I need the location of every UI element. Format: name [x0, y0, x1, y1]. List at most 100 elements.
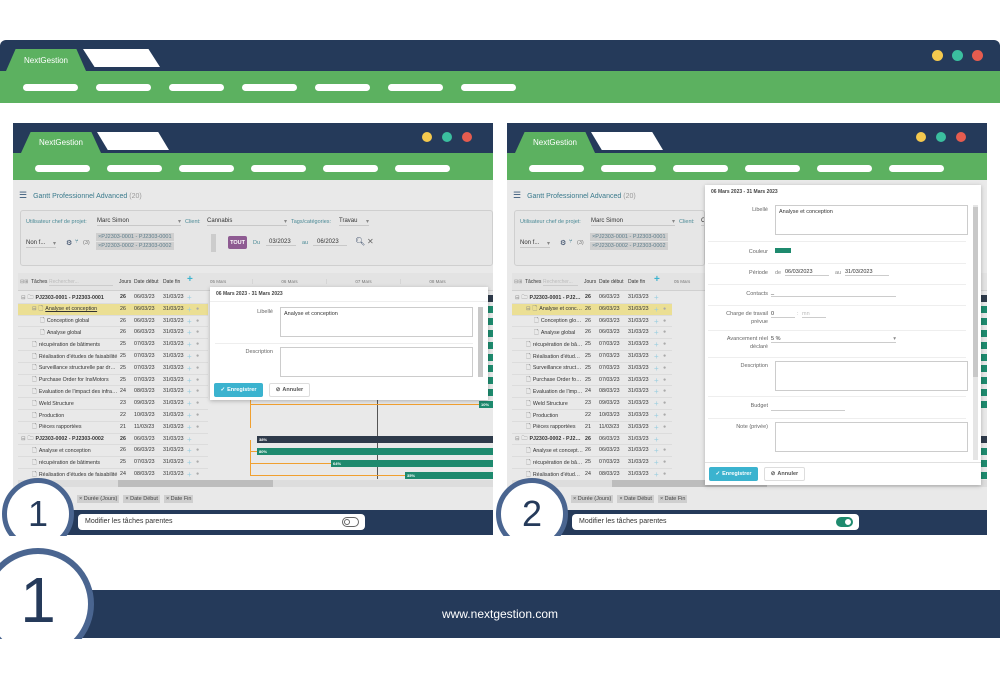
maximize-dot[interactable]: [442, 132, 452, 142]
color-swatch[interactable]: [775, 248, 791, 253]
libelle-input[interactable]: Analyse et conception: [775, 205, 968, 235]
tags-select[interactable]: Travau ▾: [339, 218, 369, 226]
task-name[interactable]: Analyse global: [46, 329, 82, 336]
minimize-dot[interactable]: [422, 132, 432, 142]
gear-icon[interactable]: ⚙: [66, 240, 73, 247]
budget-input[interactable]: [771, 403, 845, 411]
comment-icon[interactable]: ●: [663, 459, 667, 466]
new-tab[interactable]: [83, 49, 160, 67]
nav-item-placeholder[interactable]: [23, 84, 78, 91]
add-subtask-icon[interactable]: +: [187, 422, 192, 432]
gantt-bar[interactable]: 64%: [331, 459, 493, 467]
task-name[interactable]: récupération de bâtiments: [532, 459, 583, 466]
nav-item-placeholder[interactable]: [461, 84, 516, 91]
comment-icon[interactable]: ●: [196, 317, 200, 324]
comment-icon[interactable]: ●: [663, 364, 667, 371]
cancel-button[interactable]: ⊘ Annuler: [764, 467, 805, 481]
task-search-input[interactable]: Rechercher...: [49, 279, 113, 286]
comment-icon[interactable]: ●: [663, 305, 667, 312]
add-subtask-icon[interactable]: +: [187, 399, 192, 409]
add-subtask-icon[interactable]: +: [654, 387, 659, 397]
comment-icon[interactable]: ●: [663, 353, 667, 359]
table-row[interactable]: 🗋︎ Conception global 26 06/03/23 31/03/23 + ●: [512, 316, 672, 328]
add-subtask-icon[interactable]: +: [187, 387, 192, 397]
comment-icon[interactable]: ●: [663, 471, 667, 477]
table-row[interactable]: 🗋︎ Pièces rapportées 21 11/03/23 31/03/23 + ●: [18, 422, 208, 434]
task-name[interactable]: Evaluation de l'impact des infrastructur…: [532, 388, 583, 395]
note-input[interactable]: [775, 422, 968, 452]
task-name[interactable]: Purchase Order for InsMotors: [38, 377, 109, 384]
chef-select[interactable]: Marc Simon ▾: [591, 218, 675, 226]
end-date-input[interactable]: 31/03/2023: [845, 269, 889, 276]
cancel-button[interactable]: ⊘ Annuler: [269, 383, 310, 397]
nav-item-placeholder[interactable]: [323, 165, 378, 172]
client-select[interactable]: Cannabis▾: [701, 218, 704, 226]
nav-item-placeholder[interactable]: [817, 165, 872, 172]
column-tag[interactable]: × Date Fin: [657, 495, 688, 503]
collapse-icon[interactable]: ⊟: [21, 294, 26, 301]
task-name[interactable]: Production: [38, 412, 65, 419]
charge-minutes-input[interactable]: mn: [802, 311, 826, 318]
column-tag[interactable]: × Durée (Jours): [571, 495, 614, 503]
scrollbar-thumb[interactable]: [118, 480, 273, 487]
status-select[interactable]: Non f... ▾: [26, 240, 56, 248]
add-subtask-icon[interactable]: +: [187, 304, 192, 314]
task-name[interactable]: Conception global: [540, 318, 583, 325]
add-subtask-icon[interactable]: +: [654, 458, 659, 468]
maximize-dot[interactable]: [952, 50, 963, 61]
modal-scrollbar[interactable]: [478, 307, 483, 377]
comment-icon[interactable]: ●: [196, 329, 200, 336]
comment-icon[interactable]: ●: [663, 388, 667, 395]
gantt-bar[interactable]: 80%: [257, 447, 493, 455]
collapse-icon[interactable]: ⊟: [515, 436, 520, 443]
task-name[interactable]: récupération de bâtiments: [38, 341, 101, 348]
task-name[interactable]: Evaluation de l'impact des infrastructur…: [38, 388, 118, 395]
project-tag[interactable]: ×PJ2303-0002 - PJ2303-0002: [590, 242, 668, 250]
task-name[interactable]: récupération de bâtiments: [38, 459, 101, 466]
task-name[interactable]: Analyse et conception: [539, 306, 583, 313]
comment-icon[interactable]: ●: [196, 388, 200, 395]
task-name[interactable]: Weld Structure: [38, 400, 74, 407]
add-subtask-icon[interactable]: +: [187, 458, 192, 468]
clear-icon[interactable]: ✕: [367, 237, 374, 246]
close-dot[interactable]: [462, 132, 472, 142]
table-row[interactable]: ⊟🗀︎PJ2303-0001 - PJ2303-00012606/03/2331…: [512, 292, 672, 304]
task-name[interactable]: Purchase Order for InsMotors: [532, 377, 583, 384]
new-tab[interactable]: [591, 132, 663, 150]
table-row[interactable]: 🗋︎ Analyse global 26 06/03/23 31/03/23 + ●: [512, 327, 672, 340]
task-name[interactable]: Surveillance structurelle par drone: [38, 365, 118, 372]
modify-parents-toggle[interactable]: [342, 517, 359, 527]
tags-scrollbar[interactable]: [211, 234, 216, 252]
add-subtask-icon[interactable]: +: [654, 293, 659, 302]
comment-icon[interactable]: ●: [663, 447, 667, 454]
nav-item-placeholder[interactable]: [242, 84, 297, 91]
nav-item-placeholder[interactable]: [889, 165, 944, 172]
task-search-input[interactable]: Rechercher...: [543, 279, 578, 286]
comment-icon[interactable]: ●: [663, 341, 667, 348]
minimize-dot[interactable]: [932, 50, 943, 61]
column-tag[interactable]: × Date Début: [123, 495, 160, 503]
comment-icon[interactable]: ●: [663, 317, 667, 324]
task-name[interactable]: Réalisation d'études de faisabilité: [38, 353, 118, 360]
brand-tab[interactable]: NextGestion: [21, 132, 101, 153]
nav-item-placeholder[interactable]: [745, 165, 800, 172]
collapse-all-icon[interactable]: ⊟⊞: [20, 279, 29, 285]
task-name[interactable]: Analyse et conception: [38, 447, 91, 454]
add-subtask-icon[interactable]: +: [654, 375, 659, 385]
comment-icon[interactable]: ●: [663, 376, 667, 383]
table-row[interactable]: 🗋︎ Analyse et conception 26 06/03/23 31/03/2…: [512, 445, 672, 458]
charge-hours-input[interactable]: 0: [771, 311, 795, 318]
column-tag[interactable]: × Durée (Jours): [77, 495, 120, 503]
close-dot[interactable]: [972, 50, 983, 61]
add-subtask-icon[interactable]: +: [187, 352, 192, 361]
add-subtask-icon[interactable]: +: [654, 340, 659, 350]
au-input[interactable]: 06/2023: [313, 239, 347, 246]
new-tab[interactable]: [97, 132, 169, 150]
nav-item-placeholder[interactable]: [251, 165, 306, 172]
